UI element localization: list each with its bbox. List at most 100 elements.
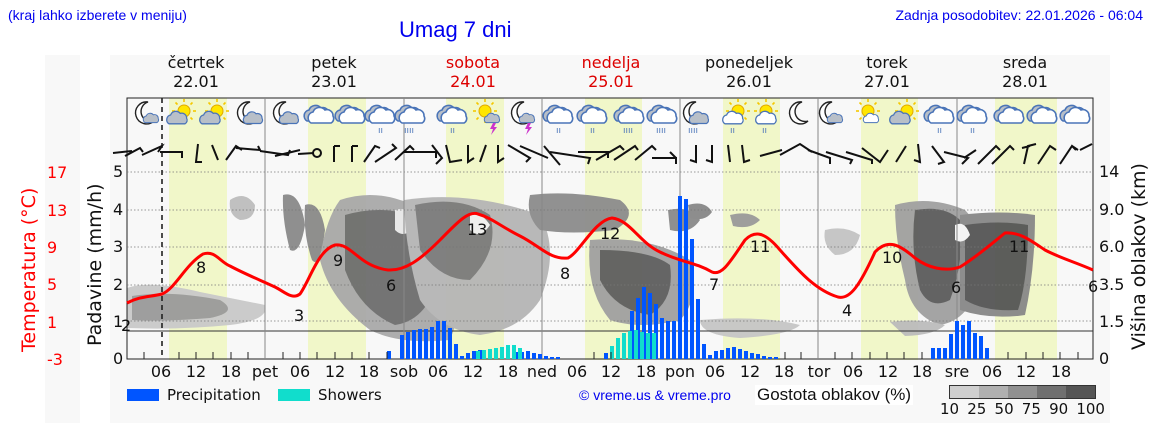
svg-text:12: 12: [878, 362, 898, 381]
cloud-height-tick: 6.0: [1099, 237, 1125, 256]
temperature-value-labels: 2 8 3 9 6 13 8 12 7 11 4 10 6 11 6: [121, 220, 1098, 335]
svg-text:ıı: ıı: [556, 126, 561, 136]
rain-cloud-icon: ıı: [956, 104, 988, 136]
precip-tick: 2: [113, 275, 124, 294]
svg-text:12: 12: [740, 362, 760, 381]
cloud-density-scale-labels: 10 25 50 75 90 100: [940, 400, 1105, 418]
temp-label: 2: [121, 316, 131, 335]
x-axis-labels: 06 12 18 pet 06 12 18 sob 06 12 18 ned 0…: [151, 362, 1071, 381]
rain-cloud-icon: ıı: [436, 104, 468, 136]
day-header: četrtek 22.01: [136, 53, 256, 91]
precip-tick: 0: [113, 349, 124, 368]
moon-cloud-icon: [236, 101, 264, 125]
day-header: nedelja 25.01: [551, 53, 671, 91]
temp-tick: -3: [47, 350, 63, 369]
density-label: 90: [1049, 400, 1069, 418]
cloud-density-legend-title: Gostota oblakov (%): [755, 385, 914, 405]
day-date: 25.01: [588, 72, 634, 91]
temp-label: 11: [750, 237, 770, 256]
day-header: ponedeljek 26.01: [689, 53, 809, 91]
density-label: 100: [1076, 400, 1105, 418]
density-label: 25: [967, 400, 987, 418]
day-date: 27.01: [864, 72, 910, 91]
wind-barbs-row: [112, 142, 1093, 166]
cloud-height-tick: 9.0: [1099, 200, 1125, 219]
svg-text:18: 18: [636, 362, 656, 381]
svg-text:06: 06: [428, 362, 448, 381]
precip-tick: 3: [113, 237, 124, 256]
svg-text:ıııı: ıııı: [688, 126, 698, 136]
svg-text:06: 06: [705, 362, 725, 381]
temp-label: 11: [1009, 237, 1029, 256]
cloudy-icon: [1059, 104, 1091, 124]
temp-label: 10: [882, 248, 902, 267]
sun-thunder-icon: [472, 98, 501, 135]
day-date: 22.01: [173, 72, 219, 91]
temp-label: 8: [196, 258, 206, 277]
density-swatch-50-75: [1008, 386, 1037, 398]
svg-text:ıı: ıı: [970, 126, 975, 136]
temperature-axis-panel: [45, 55, 80, 423]
day-name: sreda: [1002, 53, 1048, 72]
svg-text:tor: tor: [808, 362, 831, 381]
day-date: 23.01: [311, 72, 357, 91]
svg-text:18: 18: [774, 362, 794, 381]
svg-text:12: 12: [186, 362, 206, 381]
grid-lines: [127, 171, 1093, 322]
day-name: petek: [311, 53, 357, 72]
svg-text:06: 06: [843, 362, 863, 381]
location-menu-hint[interactable]: (kraj lahko izberete v meniju): [8, 7, 187, 23]
temp-label: 6: [1088, 277, 1098, 296]
rain-cloud-icon: ıı: [542, 104, 574, 136]
rain-cloud-icon: ıı: [923, 104, 955, 136]
moon-icon: [788, 101, 809, 125]
moon-rain-icon: ıııı: [682, 101, 710, 136]
density-label: 50: [994, 400, 1014, 418]
temp-label: 12: [600, 224, 620, 243]
svg-text:ıı: ıı: [450, 126, 455, 136]
svg-text:12: 12: [1016, 362, 1036, 381]
density-swatch-25-50: [979, 386, 1008, 398]
svg-text:18: 18: [498, 362, 518, 381]
cloud-density-scale: [949, 385, 1096, 399]
precipitation-bars: [387, 196, 989, 359]
temp-label: 3: [294, 306, 304, 325]
day-name: nedelja: [581, 53, 641, 72]
temp-tick: 13: [47, 201, 68, 220]
day-header: sobota 24.01: [413, 53, 533, 91]
rain-cloud-icon: ıııı: [613, 104, 645, 136]
moon-cloud-icon: [818, 101, 844, 125]
x-axis-ticks: [143, 352, 1079, 359]
day-name: sobota: [445, 53, 501, 72]
day-date: 26.01: [726, 72, 772, 91]
precip-tick: 1: [113, 312, 124, 331]
svg-text:ıııı: ıııı: [623, 126, 633, 136]
temp-label: 8: [560, 264, 570, 283]
svg-text:18: 18: [359, 362, 379, 381]
temp-tick: 5: [47, 275, 58, 294]
density-swatch-10-25: [950, 386, 979, 398]
svg-text:12: 12: [325, 362, 345, 381]
temp-label: 13: [467, 220, 487, 239]
day-date: 28.01: [1002, 72, 1048, 91]
svg-text:sob: sob: [390, 362, 418, 381]
cloud-height-tick: 14: [1099, 162, 1120, 181]
showers-legend-swatch: [278, 389, 310, 401]
svg-text:ned: ned: [527, 362, 557, 381]
density-label: 10: [940, 400, 960, 418]
temp-label: 6: [951, 278, 961, 297]
sun-rain-icon: ıı: [753, 98, 779, 136]
temp-label: 4: [842, 301, 852, 320]
day-name: četrtek: [167, 53, 225, 72]
temp-label: 7: [709, 275, 719, 294]
precip-tick: 4: [113, 200, 124, 219]
rain-cloud-icon: ıı: [576, 104, 608, 136]
temperature-line: [126, 211, 1094, 305]
last-update: Zadnja posodobitev: 22.01.2026 - 06:04: [895, 7, 1143, 23]
temp-label: 9: [333, 251, 343, 270]
cloud-height-tick: 0: [1099, 349, 1110, 368]
svg-text:18: 18: [912, 362, 932, 381]
copyright-link[interactable]: © vreme.us & vreme.pro: [579, 387, 731, 403]
svg-text:ıı: ıı: [378, 126, 383, 136]
